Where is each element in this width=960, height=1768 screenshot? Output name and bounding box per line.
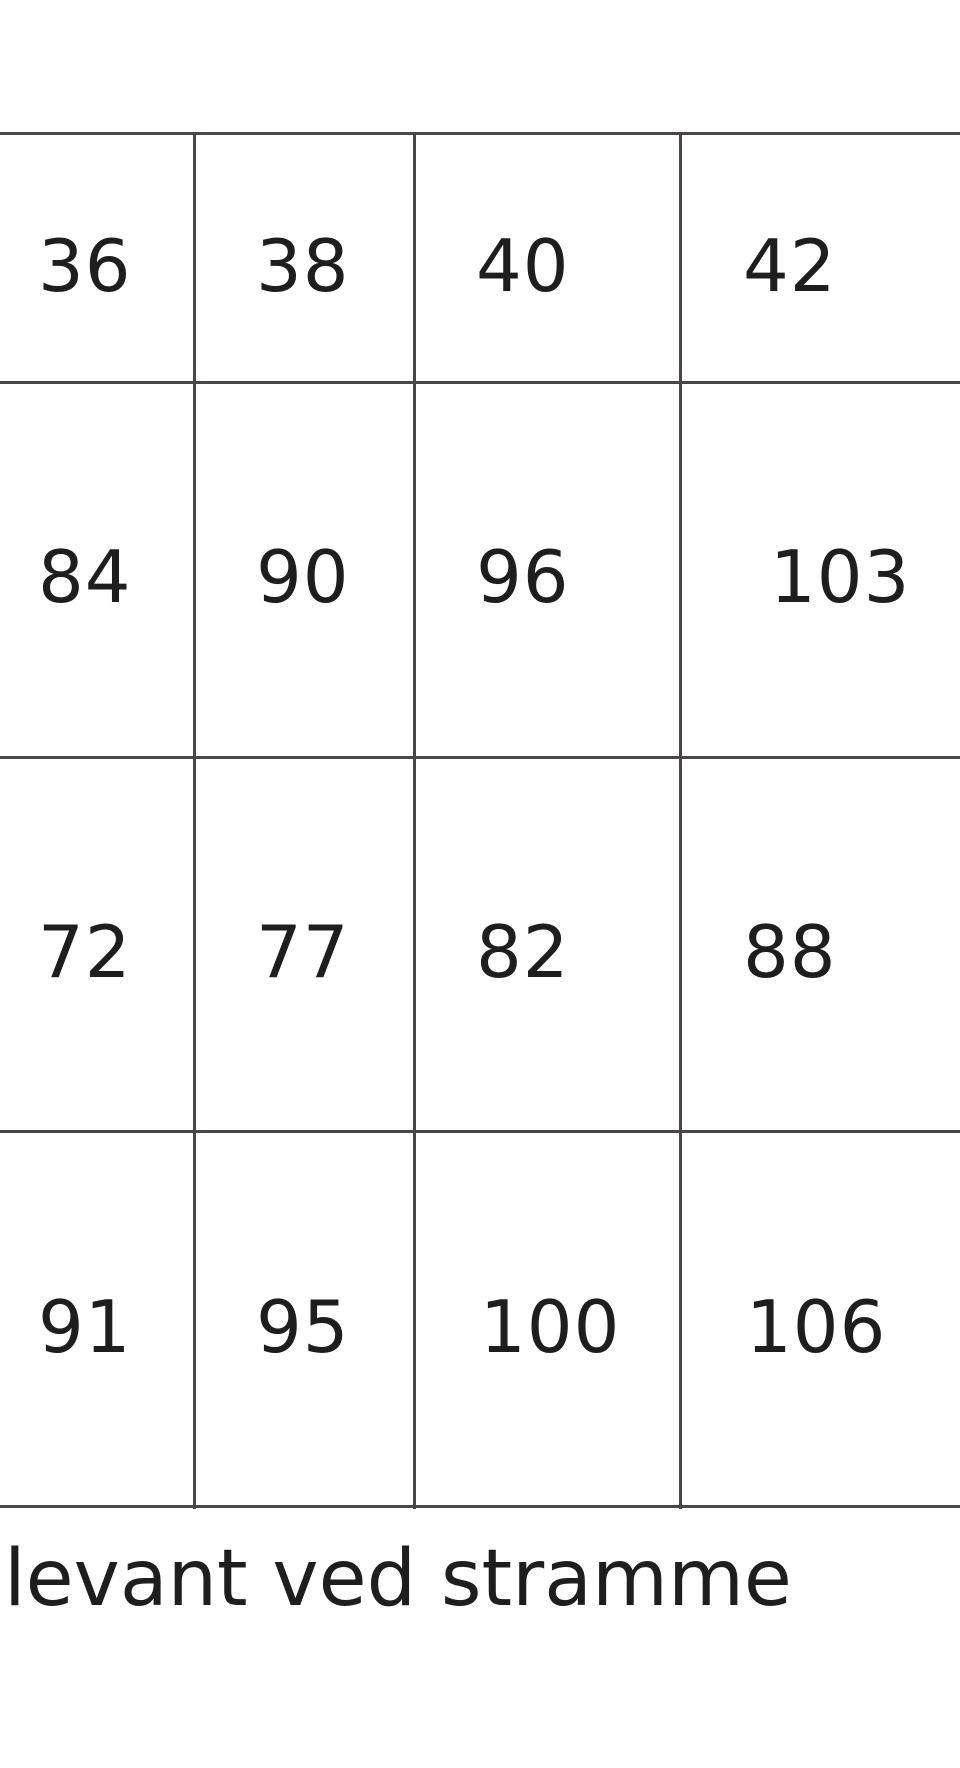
table-cell: 96 — [476, 535, 570, 619]
table-cell: 95 — [256, 1285, 350, 1369]
table-cell: 72 — [38, 910, 132, 994]
table-cell: 91 — [38, 1285, 132, 1369]
table-cell: 40 — [476, 224, 570, 308]
table-cell: 88 — [743, 910, 837, 994]
table-cell: 84 — [38, 535, 132, 619]
table-cell: 100 — [480, 1285, 621, 1369]
grid-line — [413, 133, 416, 1509]
grid-line — [0, 381, 960, 384]
caption-text: levant ved stramme — [4, 1534, 792, 1624]
grid-line — [0, 756, 960, 759]
grid-line — [0, 132, 960, 135]
table-cell: 90 — [256, 535, 350, 619]
table-cell: 103 — [770, 535, 911, 619]
table-cell: 38 — [256, 224, 350, 308]
grid-line — [193, 133, 196, 1509]
table-cell: 42 — [743, 224, 837, 308]
grid-line — [679, 133, 682, 1509]
table-cell: 77 — [256, 910, 350, 994]
grid-line — [0, 1130, 960, 1133]
table-cell: 82 — [476, 910, 570, 994]
grid-line — [0, 1505, 960, 1508]
table-cell: 36 — [38, 224, 132, 308]
table-cell: 106 — [746, 1285, 887, 1369]
